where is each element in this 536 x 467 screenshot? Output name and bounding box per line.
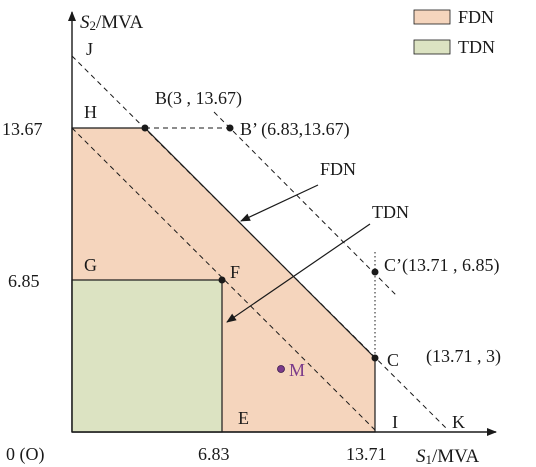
legend-swatch-fdn [413,9,451,25]
tdn-arrow-label: TDN [372,202,409,222]
y-tick-13-67: 13.67 [2,119,43,139]
point-m [277,365,285,373]
label-m: M [289,360,305,380]
legend-swatch-tdn [413,39,451,55]
dashed-line-bprime-cprime [213,111,399,298]
point-c-prime [371,268,379,276]
y-axis-label: S2/MVA [80,12,143,33]
dashed-line-jk [71,55,447,429]
label-c-coord: (13.71 , 3) [426,346,501,367]
tdn-arrow [226,223,371,323]
legend: FDN TDN [413,7,495,57]
label-i: I [392,412,398,432]
point-b-prime [226,124,234,132]
x-tick-6-83: 6.83 [198,444,230,464]
x-tick-13-71: 13.71 [346,444,387,464]
fdn-arrow-label: FDN [320,159,356,179]
label-g: G [84,255,97,275]
label-f: F [230,262,240,282]
label-c-prime: C’(13.71 , 6.85) [384,255,500,276]
label-b: B(3 , 13.67) [155,88,242,109]
point-f [218,276,226,284]
label-h: H [84,102,97,122]
tdn-region [71,279,223,433]
label-b-prime: B’ (6.83,13.67) [240,119,350,140]
x-axis-label: S1/MVA [416,446,479,467]
y-tick-6-85: 6.85 [8,271,40,291]
label-c: C [387,350,399,370]
label-k: K [452,412,465,432]
point-b [141,124,149,132]
fdn-arrow [240,184,319,222]
legend-label-fdn: FDN [458,7,494,27]
origin-label: 0 (O) [6,444,45,465]
point-c [371,354,379,362]
label-j: J [86,39,93,59]
label-e: E [238,408,249,428]
legend-label-tdn: TDN [458,37,495,57]
